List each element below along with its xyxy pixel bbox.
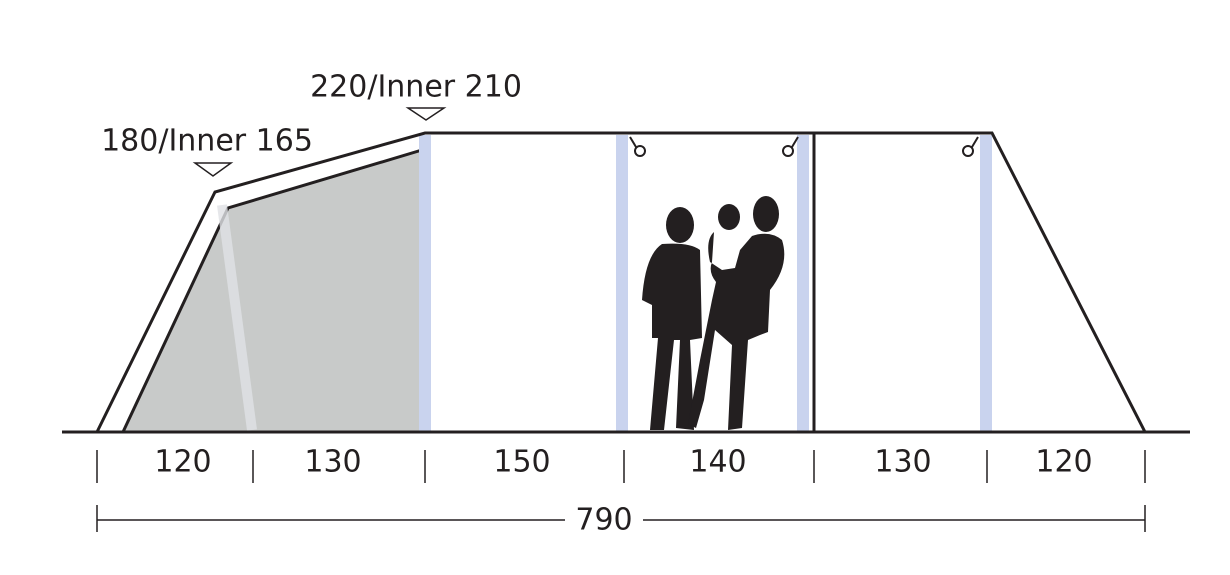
segment-label: 120 (154, 445, 211, 480)
hooks (629, 136, 979, 157)
tent-outline (95, 131, 1147, 433)
pole (980, 135, 992, 432)
height-label: 220/Inner 210 (310, 70, 522, 105)
segment-label: 130 (304, 445, 361, 480)
segment-label: 130 (874, 445, 931, 480)
total-length: 790 (575, 503, 632, 538)
pole (217, 204, 257, 431)
segment-labels: 120 130 150 140 130 120 (154, 445, 1092, 480)
segment-label: 120 (1035, 445, 1092, 480)
height-marker (192, 162, 234, 177)
segment-label: 150 (493, 445, 550, 480)
pole (797, 135, 809, 432)
height-label: 180/Inner 165 (101, 124, 313, 159)
pole (616, 135, 628, 432)
pole (419, 135, 431, 432)
dimension-ticks (96, 450, 1146, 532)
people (642, 196, 785, 430)
segment-label: 140 (689, 445, 746, 480)
height-marker (405, 107, 447, 121)
